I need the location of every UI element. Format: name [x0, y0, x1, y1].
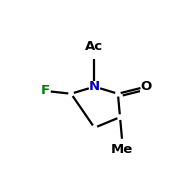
- Text: Me: Me: [111, 142, 133, 156]
- Text: F: F: [40, 84, 49, 97]
- Text: Ac: Ac: [85, 40, 104, 53]
- Text: O: O: [141, 80, 152, 93]
- Text: N: N: [89, 80, 100, 93]
